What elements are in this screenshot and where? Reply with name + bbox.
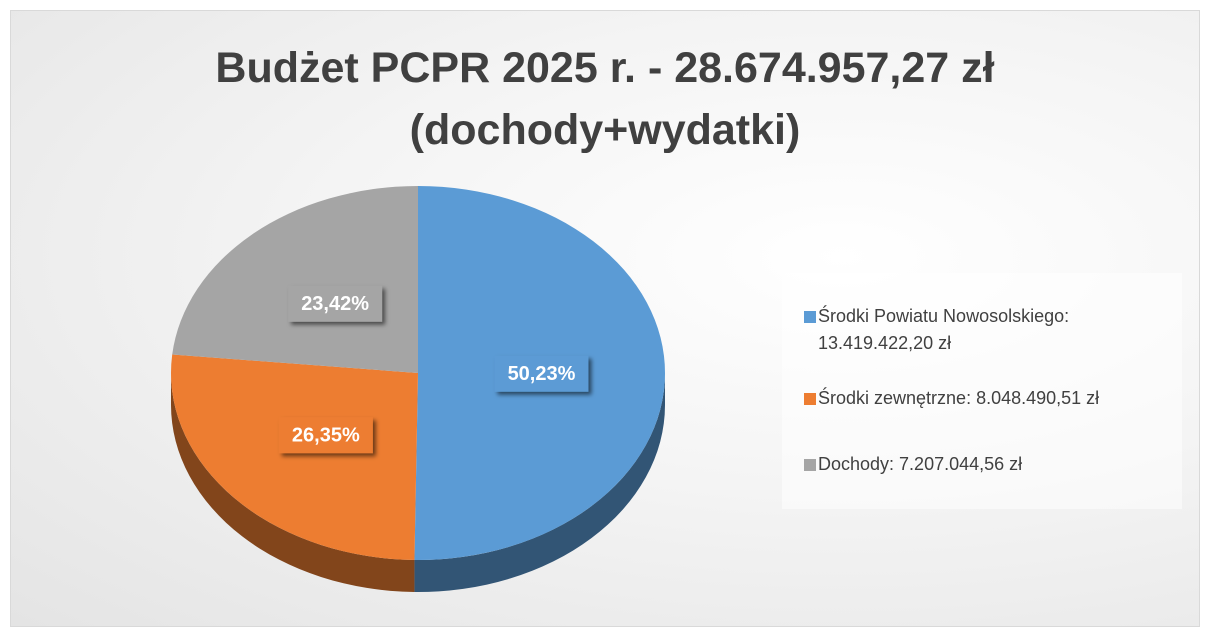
data-label: 26,35% — [292, 425, 360, 447]
chart-title: Budżet PCPR 2025 r. - 28.674.957,27 zł (… — [215, 44, 995, 154]
legend-swatch — [804, 311, 816, 323]
legend-swatch — [804, 459, 816, 471]
data-label-box — [494, 355, 589, 392]
chart-area: Budżet PCPR 2025 r. - 28.674.957,27 zł (… — [10, 10, 1200, 627]
slice — [172, 186, 418, 373]
data-label: 23,42% — [301, 293, 369, 315]
legend-swatch — [804, 393, 816, 405]
legend-item: Środki zewnętrzne: 8.048.490,51 zł — [804, 385, 1168, 412]
pie-chart: 50,23% 26,35% 23,42% — [171, 186, 665, 592]
legend-label: Środki zewnętrzne: 8.048.490,51 zł — [818, 388, 1100, 408]
legend-item: Dochody: 7.207.044,56 zł — [804, 451, 1168, 478]
data-label-box — [288, 285, 383, 322]
legend: Środki Powiatu Nowosolskiego: 13.419.422… — [782, 273, 1182, 509]
slice-side — [171, 373, 415, 592]
data-label: 50,23% — [508, 363, 576, 385]
legend-label: Dochody: 7.207.044,56 zł — [818, 454, 1023, 474]
legend-label: Środki Powiatu Nowosolskiego: 13.419.422… — [818, 306, 1070, 353]
legend-item: Środki Powiatu Nowosolskiego: 13.419.422… — [804, 303, 1168, 357]
slice — [171, 354, 418, 560]
data-label-box — [278, 417, 373, 454]
slice-side — [414, 373, 665, 592]
